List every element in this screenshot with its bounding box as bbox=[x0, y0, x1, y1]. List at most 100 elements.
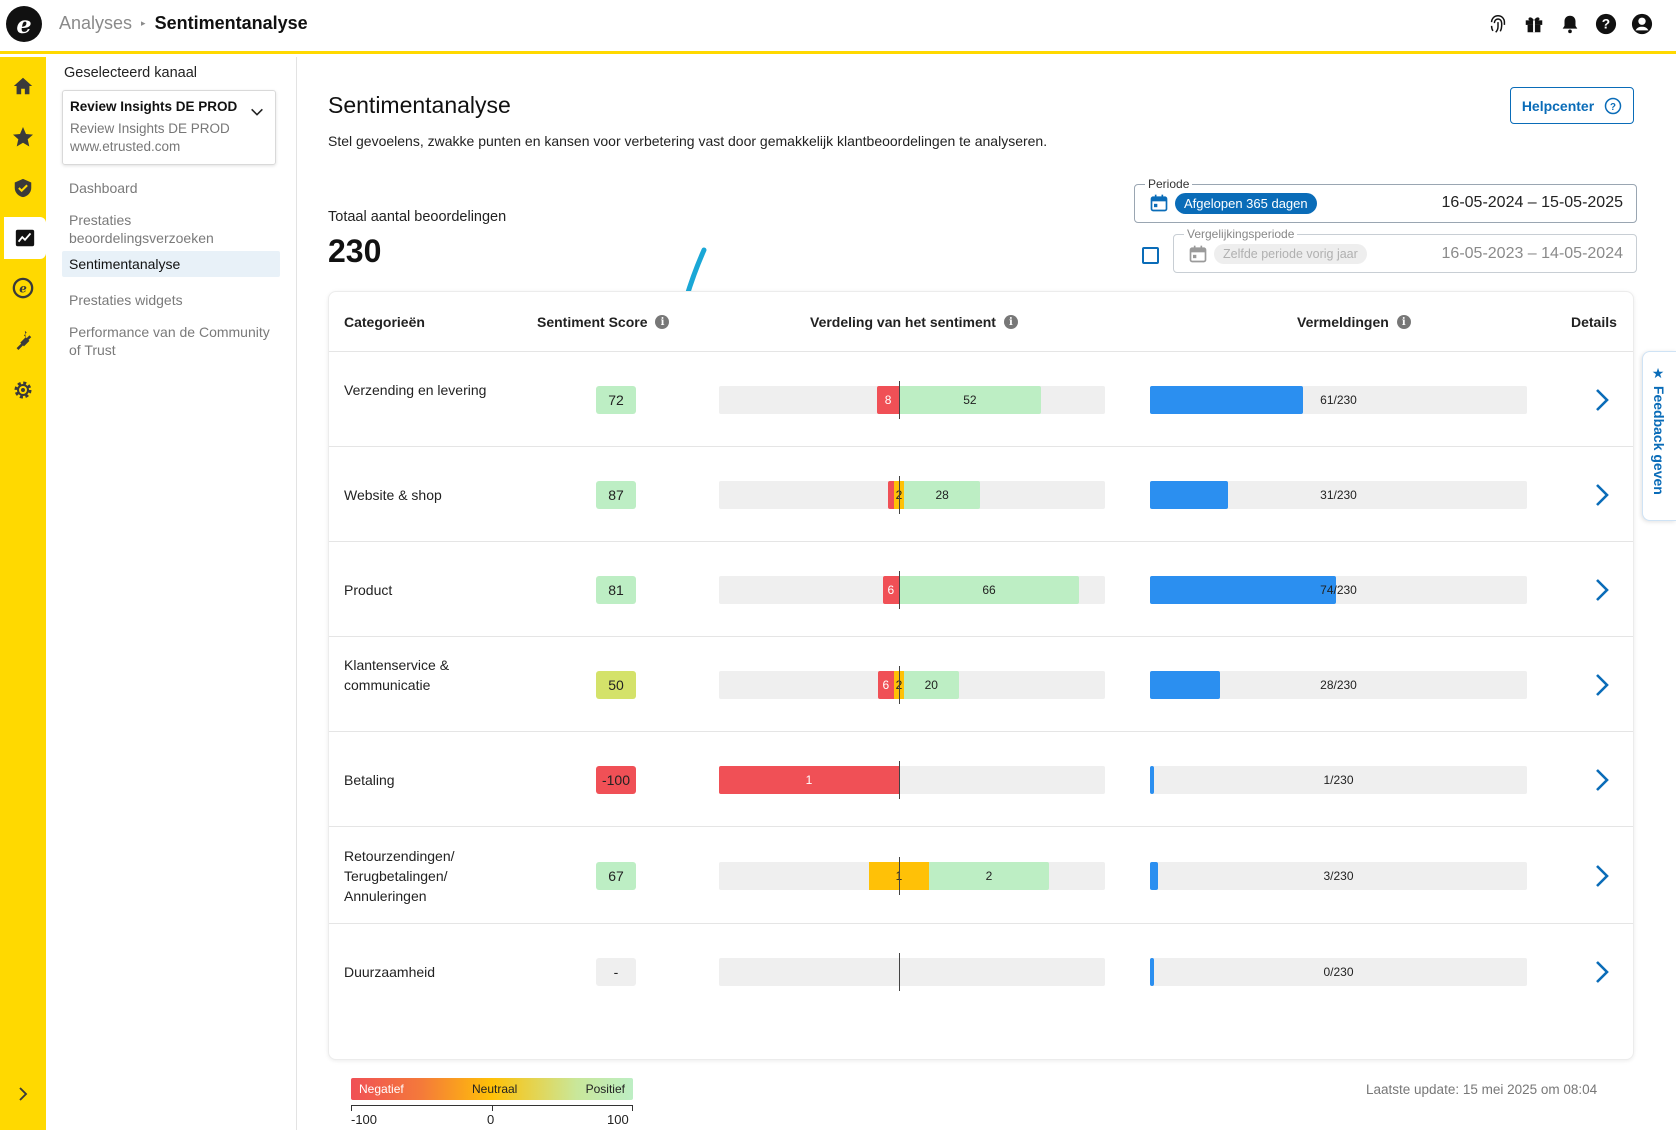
mentions-bar[interactable]: 0/230 bbox=[1150, 958, 1527, 986]
helpcenter-button[interactable]: Helpcenter ? bbox=[1510, 87, 1634, 124]
analytics-icon[interactable] bbox=[4, 217, 46, 259]
etrusted-icon[interactable]: e bbox=[0, 267, 46, 309]
feedback-tab[interactable]: ★ Feedback geven bbox=[1642, 351, 1676, 521]
compare-checkbox[interactable] bbox=[1142, 247, 1159, 264]
header-details-label: Details bbox=[1571, 314, 1617, 330]
positive-segment: 20 bbox=[904, 671, 959, 699]
period-range: 16-05-2024 – 15-05-2025 bbox=[1441, 194, 1623, 211]
period-preset-pill[interactable]: Afgelopen 365 dagen bbox=[1175, 193, 1317, 214]
details-chevron-icon[interactable] bbox=[1587, 575, 1617, 605]
details-chevron-icon[interactable] bbox=[1587, 765, 1617, 795]
breadcrumb-parent[interactable]: Analyses bbox=[59, 13, 133, 33]
sentiment-score-badge: 81 bbox=[596, 576, 636, 604]
compare-period-field[interactable]: Vergelijkingsperiode Zelfde periode vori… bbox=[1173, 227, 1637, 273]
scale-negative-label: Negatief bbox=[359, 1082, 404, 1096]
nav-dashboard[interactable]: Dashboard bbox=[69, 180, 138, 196]
positive-segment: 52 bbox=[899, 386, 1041, 414]
mentions-label: 74/230 bbox=[1320, 583, 1357, 597]
star-icon[interactable] bbox=[0, 116, 46, 158]
info-icon[interactable]: i bbox=[655, 315, 670, 329]
mentions-label: 31/230 bbox=[1320, 488, 1357, 502]
sentiment-distribution-bar[interactable]: 8 52 bbox=[719, 381, 1105, 419]
mentions-bar[interactable]: 31/230 bbox=[1150, 481, 1527, 509]
sentiment-score-badge: 87 bbox=[596, 481, 636, 509]
details-chevron-icon[interactable] bbox=[1587, 480, 1617, 510]
mentions-bar[interactable]: 61/230 bbox=[1150, 386, 1527, 414]
positive-segment: 2 bbox=[929, 862, 1049, 890]
expand-nav-icon[interactable] bbox=[0, 1073, 46, 1115]
mentions-bar[interactable]: 74/230 bbox=[1150, 576, 1527, 604]
scale-tick bbox=[492, 1105, 493, 1111]
mentions-label: 0/230 bbox=[1323, 965, 1354, 979]
help-icon[interactable]: ? bbox=[1594, 12, 1618, 36]
plug-icon[interactable] bbox=[0, 318, 46, 360]
help-circle-icon: ? bbox=[1604, 97, 1622, 114]
info-icon[interactable]: i bbox=[1003, 315, 1018, 329]
top-bar: e Analyses ▸ Sentimentanalyse ? bbox=[0, 0, 1676, 54]
page-subtitle: Stel gevoelens, zwakke punten en kansen … bbox=[328, 133, 1048, 149]
sentiment-zero-line bbox=[899, 571, 900, 609]
channel-selector[interactable]: Review Insights DE PROD Review Insights … bbox=[62, 90, 276, 165]
fingerprint-icon[interactable] bbox=[1486, 12, 1510, 36]
mentions-bar[interactable]: 1/230 bbox=[1150, 766, 1527, 794]
mentions-fill bbox=[1150, 862, 1158, 890]
sentiment-scale-legend: Negatief Neutraal Positief bbox=[351, 1078, 633, 1100]
sentiment-distribution-bar[interactable]: 228 bbox=[719, 476, 1105, 514]
scale-tick bbox=[632, 1105, 633, 1111]
svg-text:?: ? bbox=[1610, 101, 1616, 112]
header-distribution: Verdeling van het sentiment i bbox=[810, 314, 1018, 330]
analytics-subnav: Geselecteerd kanaal Review Insights DE P… bbox=[46, 57, 297, 1130]
negative-segment: 6 bbox=[877, 671, 894, 699]
details-chevron-icon[interactable] bbox=[1587, 861, 1617, 891]
details-chevron-icon[interactable] bbox=[1587, 957, 1617, 987]
gift-icon[interactable] bbox=[1522, 12, 1546, 36]
table-row: Website & shop 87 228 31/230 bbox=[329, 447, 1633, 542]
home-icon[interactable] bbox=[0, 65, 46, 107]
info-icon[interactable]: i bbox=[1396, 315, 1411, 329]
positive-segment: 66 bbox=[899, 576, 1079, 604]
details-chevron-icon[interactable] bbox=[1587, 385, 1617, 415]
helpcenter-label: Helpcenter bbox=[1521, 97, 1595, 114]
sentiment-distribution-bar[interactable]: 6 66 bbox=[719, 571, 1105, 609]
negative-segment: 6 bbox=[882, 576, 899, 604]
nav-sentiment-analysis[interactable]: Sentimentanalyse bbox=[62, 251, 280, 277]
table-row: Betaling -100 1 1/230 bbox=[329, 732, 1633, 827]
sentiment-distribution-bar[interactable]: 6220 bbox=[719, 666, 1105, 704]
sentiment-score-badge: - bbox=[596, 958, 636, 986]
total-reviews-value: 230 bbox=[328, 233, 382, 269]
etrusted-logo[interactable]: e bbox=[6, 6, 42, 42]
header-score-label: Sentiment Score bbox=[537, 314, 648, 330]
mentions-fill bbox=[1150, 576, 1336, 604]
row-category: Betaling bbox=[344, 772, 395, 788]
bell-icon[interactable] bbox=[1558, 12, 1582, 36]
table-row: Product 81 6 66 74/230 bbox=[329, 542, 1633, 637]
row-category: Klantenservice & communicatie bbox=[344, 657, 450, 693]
nav-widget-performance[interactable]: Prestaties widgets bbox=[69, 292, 183, 308]
sentiment-zero-line bbox=[899, 953, 900, 991]
gear-icon[interactable] bbox=[0, 369, 46, 411]
mentions-fill bbox=[1150, 958, 1154, 986]
negative-segment: 8 bbox=[877, 386, 899, 414]
nav-review-request-performance[interactable]: Prestaties beoordelingsverzoeken bbox=[69, 212, 214, 246]
header-category-label: Categorieën bbox=[344, 314, 425, 330]
shield-check-icon[interactable] bbox=[0, 167, 46, 209]
sentiment-zero-line bbox=[899, 381, 900, 419]
table-row: Klantenservice & communicatie 50 6220 28/23… bbox=[329, 637, 1633, 732]
mentions-bar[interactable]: 3/230 bbox=[1150, 862, 1527, 890]
header-distribution-label: Verdeling van het sentiment bbox=[810, 314, 996, 330]
channel-url: www.etrusted.com bbox=[70, 139, 181, 154]
sentiment-distribution-bar[interactable] bbox=[719, 953, 1105, 991]
header-mentions-label: Vermeldingen bbox=[1297, 314, 1389, 330]
details-chevron-icon[interactable] bbox=[1587, 670, 1617, 700]
mentions-fill bbox=[1150, 671, 1221, 699]
nav-community-of-trust[interactable]: Performance van de Community of Trust bbox=[69, 324, 270, 358]
account-icon[interactable] bbox=[1630, 12, 1654, 36]
period-field[interactable]: Periode Afgelopen 365 dagen 16-05-2024 –… bbox=[1134, 177, 1637, 223]
sentiment-distribution-bar[interactable]: 1 bbox=[719, 761, 1105, 799]
scale-tick-label: 100 bbox=[607, 1112, 629, 1127]
positive-segment: 28 bbox=[904, 481, 981, 509]
sentiment-zero-line bbox=[899, 476, 900, 514]
sentiment-distribution-bar[interactable]: 12 bbox=[719, 857, 1105, 895]
sentiment-score-badge: 72 bbox=[596, 386, 636, 414]
mentions-bar[interactable]: 28/230 bbox=[1150, 671, 1527, 699]
